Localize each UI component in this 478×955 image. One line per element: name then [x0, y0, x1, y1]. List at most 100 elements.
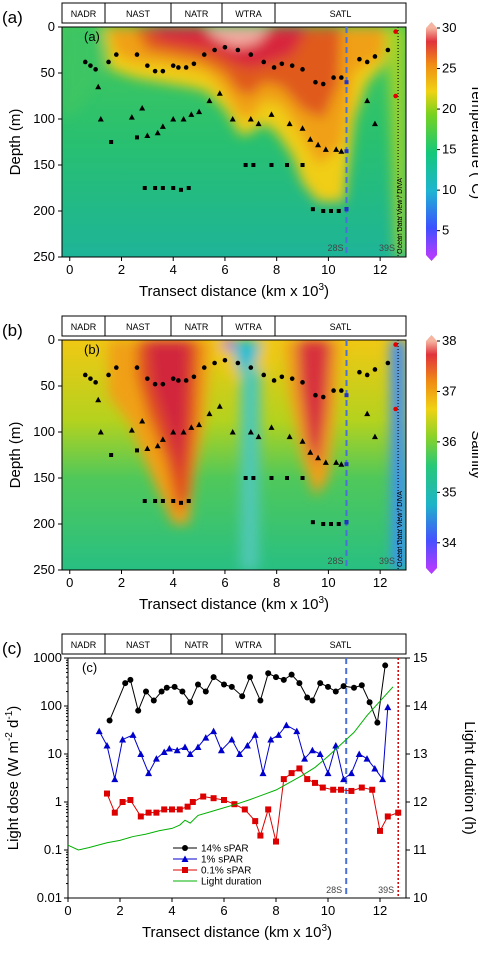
- marker-1pct: [196, 421, 203, 428]
- x-axis-label-end: ): [324, 283, 329, 300]
- province-box: [274, 2, 407, 24]
- data-point: [332, 688, 339, 695]
- marker-1pct: [139, 417, 146, 424]
- marker-01pct: [171, 499, 176, 503]
- marker-station-28s: [344, 80, 349, 85]
- marker-14pct: [235, 360, 241, 366]
- marker-01pct: [186, 186, 191, 190]
- marker-1pct: [180, 429, 187, 435]
- data-point: [324, 769, 332, 777]
- y-tick-label: 0.1: [44, 842, 62, 857]
- station-label-39s: 39S: [379, 556, 395, 566]
- data-point: [195, 681, 201, 688]
- data-point: [371, 764, 379, 772]
- data-point: [379, 775, 387, 783]
- data-point: [296, 765, 303, 772]
- marker-14pct: [357, 56, 362, 62]
- data-point: [210, 674, 217, 681]
- x-tick-label: 0: [66, 262, 73, 277]
- x-axis-label-text: Transect distance (km x 10: [139, 596, 319, 613]
- marker-1pct: [315, 454, 322, 461]
- marker-1pct: [95, 396, 102, 403]
- y-axis-label-part: ): [5, 706, 22, 711]
- plot-frame: [61, 26, 407, 258]
- data-point: [319, 784, 326, 791]
- y-axis-label-part: -2: [4, 732, 15, 741]
- marker-1pct: [315, 141, 322, 148]
- panel-label: (c): [2, 639, 22, 658]
- y-axis-label-part: -1: [4, 710, 15, 719]
- marker-station-39s: [393, 29, 398, 34]
- marker-14pct: [212, 360, 217, 366]
- data-point: [395, 809, 402, 816]
- marker-01pct: [160, 186, 165, 190]
- province-label: NAST: [126, 9, 151, 19]
- marker-01pct: [251, 163, 256, 167]
- colorbar-tick-label: 35: [442, 484, 456, 499]
- x-tick-label: 10: [321, 262, 335, 277]
- marker-1pct: [229, 116, 236, 122]
- marker-01pct: [336, 522, 341, 526]
- x-axis-label-sup: 3: [318, 595, 324, 606]
- marker-1pct: [364, 97, 371, 104]
- colorbar-tick-label: 38: [442, 333, 456, 348]
- marker-01pct: [160, 499, 165, 503]
- marker-01pct: [153, 186, 158, 190]
- legend-label: Light duration: [201, 877, 262, 888]
- legend-label: 1% sPAR: [201, 855, 243, 866]
- data-point: [316, 750, 324, 757]
- fresh-column: [240, 367, 262, 570]
- marker-1pct: [159, 123, 166, 129]
- plot-frame: [67, 657, 407, 899]
- marker-01pct: [321, 522, 326, 526]
- marker-1pct: [229, 429, 236, 435]
- province-label: NADR: [71, 322, 97, 332]
- data-point: [325, 683, 331, 690]
- data-point: [143, 688, 149, 695]
- y2-tick-label: 15: [413, 650, 427, 665]
- marker-14pct: [93, 67, 98, 72]
- marker-1pct: [255, 120, 262, 127]
- y-tick-label: 200: [33, 203, 55, 218]
- marker-1pct: [170, 429, 177, 435]
- marker-14pct: [289, 63, 295, 68]
- series-line: [98, 707, 389, 781]
- colorbar-gradient: [426, 28, 437, 255]
- province-label: NADR: [71, 9, 97, 19]
- data-point: [309, 697, 316, 704]
- marker-14pct: [364, 372, 370, 378]
- data-point: [145, 809, 152, 816]
- marker-14pct: [160, 68, 166, 74]
- y2-tick-label: 12: [413, 794, 427, 809]
- marker-14pct: [222, 44, 228, 50]
- y-tick-label: 50: [41, 65, 55, 80]
- x-tick-label: 10: [321, 903, 335, 918]
- marker-14pct: [191, 61, 197, 67]
- x-tick-label: 8: [273, 262, 280, 277]
- data-point: [104, 790, 110, 797]
- x-tick-label: 2: [118, 575, 125, 590]
- data-point: [176, 806, 183, 813]
- data-point: [241, 806, 248, 813]
- marker-station-28s: [344, 393, 349, 398]
- station-label-39s: 39S: [378, 885, 394, 895]
- marker-14pct: [331, 75, 336, 80]
- marker-14pct: [88, 376, 93, 381]
- marker-14pct: [170, 63, 176, 68]
- marker-14pct: [372, 367, 378, 372]
- legend-marker: [182, 845, 188, 851]
- x-tick-label: 4: [168, 903, 175, 918]
- data-point: [259, 769, 267, 777]
- salty-max-n: [147, 340, 189, 478]
- marker-1pct: [371, 120, 378, 127]
- x-tick-label: 2: [118, 262, 125, 277]
- data-point: [200, 793, 207, 800]
- marker-1pct: [97, 429, 104, 435]
- x-tick-label: 6: [221, 262, 228, 277]
- data-point: [163, 684, 170, 691]
- marker-1pct: [154, 129, 161, 136]
- y-axis-label-part: Light dose (W m: [5, 741, 22, 850]
- marker-01pct: [285, 163, 290, 167]
- x-axis-label-sup: 3: [321, 923, 327, 934]
- marker-01pct: [336, 209, 341, 213]
